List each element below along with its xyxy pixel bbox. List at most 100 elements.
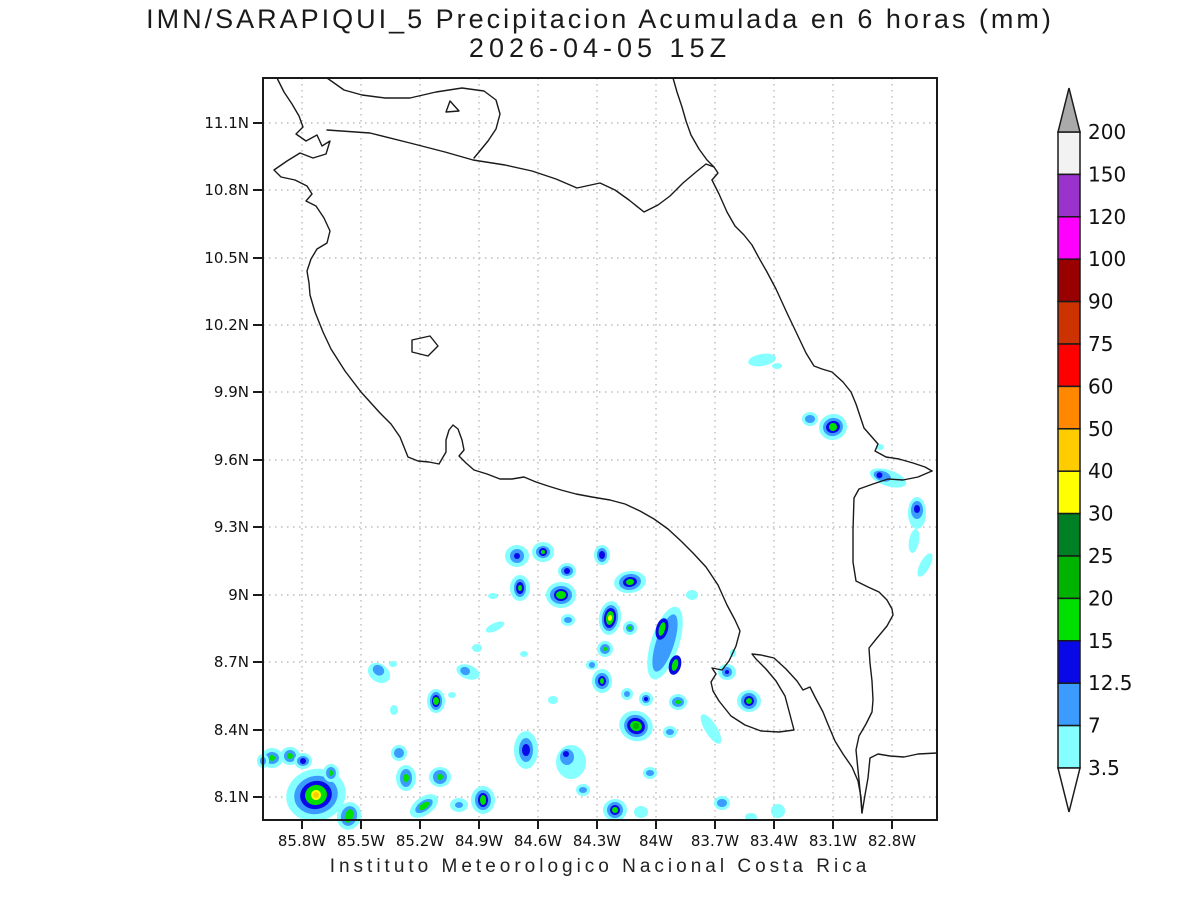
precip-contour	[624, 691, 630, 697]
x-axis-tick-label: 83.1W	[809, 832, 857, 850]
y-axis-tick-label: 9.6N	[214, 451, 249, 469]
precip-contour	[564, 568, 570, 574]
colorbar-segment	[1057, 343, 1081, 388]
colorbar-label: 90	[1088, 290, 1113, 314]
colorbar-label: 50	[1088, 417, 1113, 441]
precip-contour	[646, 770, 654, 776]
precip-contour	[300, 758, 306, 764]
coastline-path	[326, 77, 501, 159]
precip-contour	[772, 363, 782, 369]
precip-contour	[626, 578, 634, 586]
precip-cell	[639, 692, 653, 706]
colorbar-segment	[1057, 682, 1081, 727]
precip-cell	[472, 644, 482, 652]
precip-contour	[600, 678, 604, 684]
y-axis-tick-label: 8.7N	[214, 653, 249, 671]
colorbar-segment	[1057, 470, 1081, 515]
precip-contour	[589, 662, 595, 668]
y-axis-tick-label: 10.8N	[204, 181, 249, 199]
precip-cell	[520, 651, 528, 657]
precip-cell	[819, 413, 847, 441]
colorbar-label: 75	[1088, 332, 1113, 356]
precip-cell	[471, 786, 495, 814]
precip-cell	[714, 796, 730, 810]
y-axis-tick-label: 11.1N	[204, 114, 249, 132]
colorbar-segment	[1057, 724, 1081, 769]
island-outline	[445, 100, 460, 113]
colorbar-label: 7	[1088, 714, 1101, 738]
y-axis-tick-label: 8.1N	[214, 788, 249, 806]
precip-cell	[429, 767, 451, 787]
precip-cell	[586, 660, 598, 670]
colorbar-segment	[1057, 173, 1081, 218]
precip-contour	[541, 550, 545, 554]
precip-contour	[488, 593, 498, 599]
precip-contour	[603, 647, 607, 651]
x-axis-tick-label: 84.9W	[455, 832, 503, 850]
precip-contour	[671, 659, 679, 671]
colorbar-segment	[1057, 640, 1081, 684]
precip-contour	[700, 714, 722, 744]
precip-contour	[389, 661, 397, 667]
precip-contour	[480, 795, 486, 805]
colorbar-under-arrow	[1057, 767, 1081, 813]
precip-cell	[669, 694, 687, 710]
precip-cell	[598, 601, 622, 635]
precip-cell	[802, 412, 818, 426]
precip-contour	[269, 755, 275, 761]
colorbar-segment	[1057, 428, 1081, 472]
colorbar-segment	[1057, 131, 1081, 176]
precip-cell	[389, 661, 397, 667]
precip-contour	[563, 751, 569, 757]
coastline-path	[326, 129, 715, 213]
precip-cell	[286, 768, 346, 822]
map-frame	[262, 77, 938, 821]
precip-cell	[614, 570, 646, 594]
precip-contour	[403, 774, 409, 782]
precip-contour	[372, 664, 385, 676]
precip-contour	[579, 787, 587, 793]
precip-contour	[394, 748, 404, 758]
precip-contour	[556, 591, 566, 599]
precip-cell	[367, 662, 391, 684]
colorbar-segment	[1057, 512, 1081, 557]
y-axis-tick-label: 10.5N	[204, 249, 249, 267]
precip-contour	[628, 626, 632, 630]
precip-contour	[518, 585, 522, 591]
precip-cell	[686, 590, 698, 600]
precip-contour	[390, 705, 398, 715]
precip-contour	[433, 697, 439, 705]
precip-contour	[548, 696, 558, 704]
precip-contour	[675, 700, 681, 704]
precip-contour	[686, 590, 698, 600]
precip-contour	[313, 792, 319, 798]
colorbar-label: 150	[1088, 162, 1126, 186]
precip-cell	[663, 726, 677, 738]
x-axis-tick-label: 83.7W	[691, 832, 739, 850]
coastlines	[273, 77, 938, 814]
colorbar-segment	[1057, 385, 1081, 430]
precip-cell	[908, 497, 926, 529]
precip-contour	[564, 617, 572, 623]
precip-contour	[876, 472, 883, 479]
precip-contour	[448, 692, 456, 698]
x-axis-tick-label: 85.8W	[278, 832, 326, 850]
precip-cell	[409, 794, 439, 818]
colorbar-label: 200	[1088, 120, 1126, 144]
precip-contour	[658, 622, 666, 636]
colorbar-label: 12.5	[1088, 671, 1133, 695]
precip-contour	[748, 353, 776, 367]
precip-contour	[917, 553, 933, 577]
x-axis-tick-label: 84W	[639, 832, 673, 850]
colorbar-label: 120	[1088, 205, 1126, 229]
x-axis-tick-labels: 85.8W 85.5W 85.2W 84.9W 84.6W 84.3W 84W 83.7W 83…	[278, 832, 916, 850]
precip-cell	[668, 655, 682, 675]
precip-cell	[772, 363, 782, 369]
colorbar-label: 100	[1088, 247, 1126, 271]
y-axis-tick-label: 9.9N	[214, 383, 249, 401]
precip-cell	[869, 468, 907, 488]
precip-contour	[634, 806, 648, 818]
coastline-path	[273, 77, 938, 814]
precip-cell	[576, 784, 590, 796]
